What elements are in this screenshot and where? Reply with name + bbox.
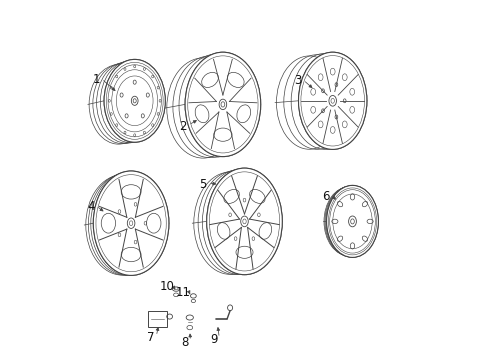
Text: 9: 9 bbox=[210, 333, 217, 346]
Ellipse shape bbox=[206, 168, 282, 275]
Text: 10: 10 bbox=[160, 280, 174, 293]
Text: 7: 7 bbox=[147, 331, 154, 344]
Ellipse shape bbox=[326, 185, 378, 257]
Ellipse shape bbox=[104, 59, 165, 142]
Text: 1: 1 bbox=[92, 73, 100, 86]
Text: 2: 2 bbox=[179, 120, 187, 132]
Text: 11: 11 bbox=[176, 286, 190, 299]
Text: 8: 8 bbox=[181, 336, 188, 348]
Text: 6: 6 bbox=[321, 190, 328, 203]
Text: 3: 3 bbox=[293, 75, 301, 87]
Ellipse shape bbox=[298, 52, 366, 149]
Ellipse shape bbox=[93, 171, 168, 275]
Ellipse shape bbox=[185, 52, 260, 157]
Text: 4: 4 bbox=[87, 201, 94, 213]
Text: 5: 5 bbox=[199, 178, 206, 191]
